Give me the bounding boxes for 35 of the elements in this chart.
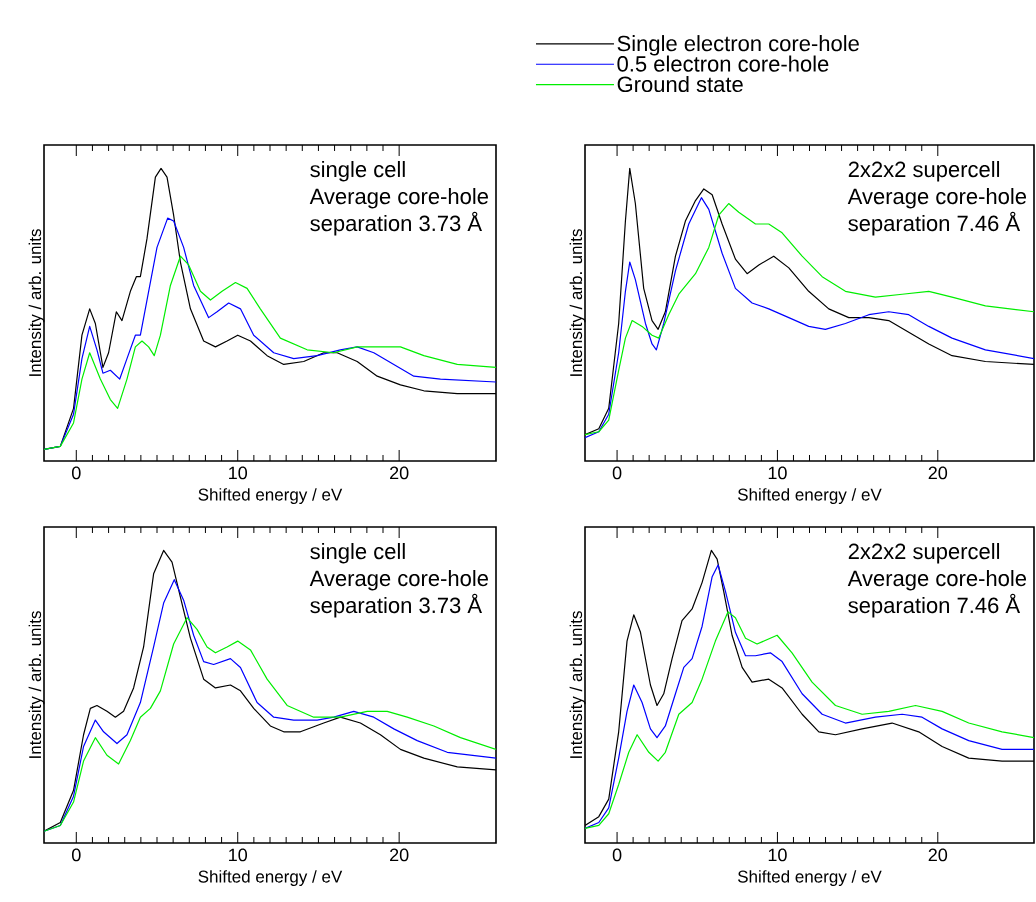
annotation: separation 3.73 Å [310, 593, 483, 618]
annotation: separation 7.46 Å [848, 211, 1021, 236]
x-axis-title: Shifted energy / eV [737, 870, 882, 886]
annotation: 2x2x2 supercell [848, 160, 1000, 182]
y-axis-title: Intensity / arb. units [28, 229, 45, 376]
x-tick-label: 0 [612, 466, 622, 480]
annotation: single cell [310, 542, 405, 564]
annotation: Average core-hole [847, 569, 1027, 591]
annotation: Average core-hole [309, 569, 488, 591]
x-tick-label: 0 [71, 848, 81, 862]
x-tick-label: 20 [928, 848, 948, 862]
x-tick-label: 0 [71, 466, 81, 480]
x-tick-label: 20 [390, 848, 409, 862]
x-axis-title: Shifted energy / eV [737, 488, 882, 504]
x-tick-label: 10 [229, 848, 248, 862]
x-tick-label: 10 [768, 848, 787, 862]
annotation: Average core-hole [309, 187, 488, 209]
x-tick-label: 10 [768, 466, 787, 480]
annotation: separation 7.46 Å [848, 593, 1021, 618]
annotation: Average core-hole [847, 187, 1027, 209]
x-tick-label: 20 [390, 466, 409, 480]
x-tick-label: 0 [612, 848, 622, 862]
annotation: single cell [310, 160, 405, 182]
annotation: 2x2x2 supercell [848, 542, 1000, 564]
legend-label: 0.5 electron core-hole [617, 55, 829, 72]
x-tick-label: 10 [229, 466, 248, 480]
y-axis-title: Intensity / arb. units [569, 611, 586, 758]
legend-label: Ground state [617, 75, 743, 93]
legend-label: Single electron core-hole [617, 35, 859, 56]
x-axis-title: Shifted energy / eV [198, 488, 343, 504]
annotation: separation 3.73 Å [310, 211, 483, 236]
x-axis-title: Shifted energy / eV [198, 870, 343, 886]
y-axis-title: Intensity / arb. units [569, 229, 586, 376]
x-tick-label: 20 [928, 466, 948, 480]
y-axis-title: Intensity / arb. units [28, 611, 45, 758]
